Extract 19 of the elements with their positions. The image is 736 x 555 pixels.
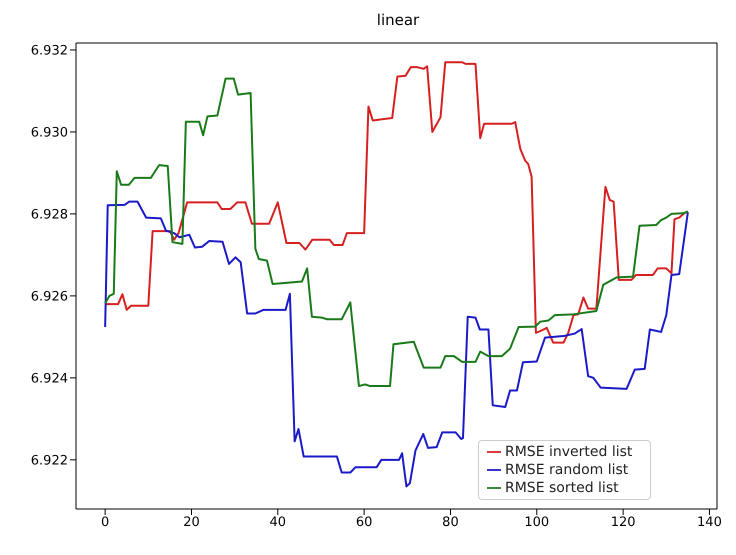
y-tick-label: 6.924 [30,371,68,386]
x-tick-label: 60 [356,515,372,530]
legend-label: RMSE random list [505,462,628,478]
x-tick-label: 0 [100,515,110,530]
y-tick-label: 6.928 [30,208,68,223]
chart-title: linear [376,10,420,31]
y-tick-label: 6.922 [30,453,68,468]
x-tick-label: 120 [610,515,636,530]
y-tick-label: 6.932 [30,44,68,59]
x-tick-label: 40 [270,515,286,530]
line-series [104,78,689,388]
legend-label: RMSE inverted list [505,444,632,460]
x-tick-label: 140 [697,515,722,530]
y-tick-label: 6.926 [30,289,68,304]
y-tick-label: 6.930 [30,126,68,141]
x-tick-label: 20 [183,515,200,530]
x-tick-label: 80 [442,515,459,530]
legend-label: RMSE sorted list [505,480,619,496]
x-tick-label: 100 [524,515,550,530]
